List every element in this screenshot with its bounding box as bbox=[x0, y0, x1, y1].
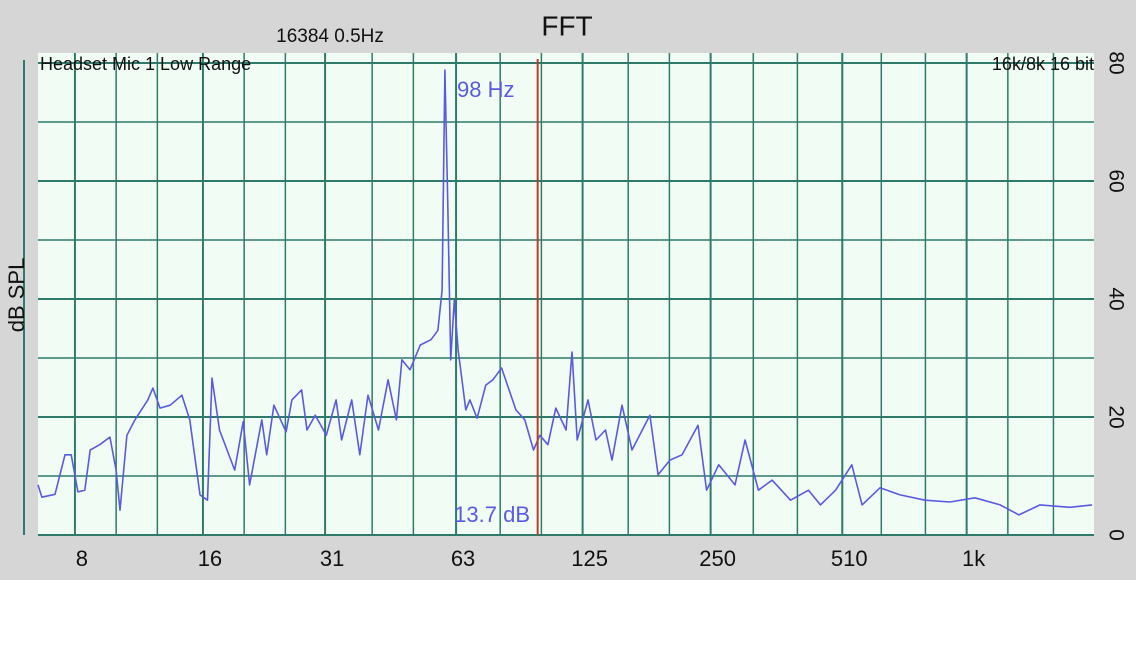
plot-area bbox=[38, 53, 1094, 535]
header-left: Headset Mic 1 Low Range bbox=[40, 54, 251, 74]
y-axis-label: dB SPL bbox=[4, 258, 29, 333]
x-tick-label: 250 bbox=[699, 546, 736, 571]
subtitle: 16384 0.5Hz bbox=[276, 26, 384, 47]
x-tick-label: 1k bbox=[962, 546, 986, 571]
x-tick-label: 125 bbox=[571, 546, 608, 571]
y-tick-label: 0 bbox=[1104, 529, 1127, 541]
x-tick-label: 63 bbox=[451, 546, 475, 571]
y-tick-label: 60 bbox=[1104, 169, 1127, 192]
y-tick-label: 80 bbox=[1104, 51, 1127, 74]
x-tick-label: 16 bbox=[198, 546, 222, 571]
chart-title: FFT bbox=[541, 10, 592, 41]
y-tick-label: 20 bbox=[1104, 405, 1127, 428]
spectrum-line bbox=[37, 69, 1093, 516]
grid bbox=[38, 53, 1094, 536]
header-right: 16k/8k 16 bit bbox=[992, 54, 1094, 74]
y-tick-label: 40 bbox=[1104, 287, 1127, 310]
x-tick-label: 510 bbox=[831, 546, 868, 571]
x-tick-label: 31 bbox=[320, 546, 344, 571]
x-tick-label: 8 bbox=[76, 546, 88, 571]
cursor-frequency: 98 Hz bbox=[457, 77, 514, 102]
cursor-level: 13.7 dB bbox=[454, 502, 530, 527]
